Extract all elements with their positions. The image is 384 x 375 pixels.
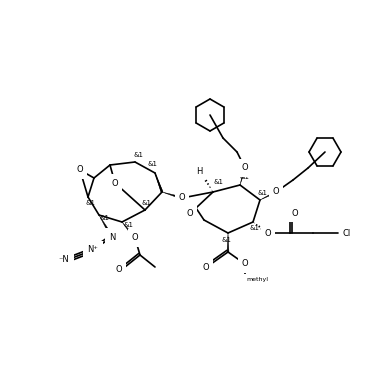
- Text: &1: &1: [214, 179, 224, 185]
- Polygon shape: [155, 173, 163, 192]
- Text: O: O: [132, 234, 138, 243]
- Text: Cl: Cl: [343, 228, 351, 237]
- Text: O: O: [273, 188, 279, 196]
- Text: &1: &1: [99, 215, 109, 221]
- Polygon shape: [162, 192, 182, 199]
- Text: H: H: [196, 166, 202, 176]
- Text: &1: &1: [142, 200, 152, 206]
- Polygon shape: [122, 222, 136, 239]
- Text: &1: &1: [239, 174, 249, 180]
- Text: methyl: methyl: [246, 278, 268, 282]
- Polygon shape: [227, 233, 229, 252]
- Text: O: O: [203, 264, 209, 273]
- Text: O: O: [187, 210, 193, 219]
- Text: O: O: [112, 178, 118, 188]
- Text: O: O: [242, 164, 248, 172]
- Text: O: O: [242, 260, 248, 268]
- Text: &1: &1: [258, 190, 268, 196]
- Text: &1: &1: [133, 152, 143, 158]
- Text: &1: &1: [221, 237, 231, 243]
- Text: &1: &1: [250, 225, 260, 231]
- Text: O: O: [179, 194, 185, 202]
- Text: N: N: [109, 232, 115, 242]
- Text: O: O: [116, 264, 122, 273]
- Text: N⁺: N⁺: [88, 246, 98, 255]
- Polygon shape: [260, 191, 276, 200]
- Polygon shape: [99, 215, 113, 238]
- Text: O: O: [77, 165, 83, 174]
- Text: O: O: [292, 209, 298, 218]
- Text: &1: &1: [85, 200, 95, 206]
- Text: &1: &1: [148, 161, 158, 167]
- Polygon shape: [240, 168, 246, 185]
- Text: ⁻N: ⁻N: [59, 255, 70, 264]
- Text: &1: &1: [123, 222, 133, 228]
- Text: O: O: [265, 228, 271, 237]
